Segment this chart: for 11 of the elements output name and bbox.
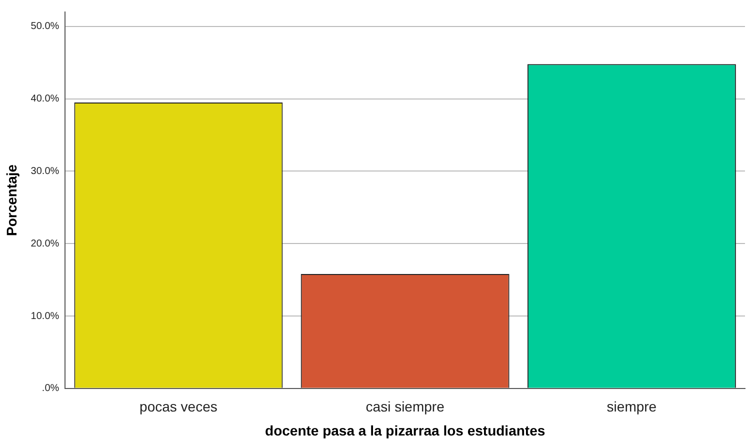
x-axis-title: docente pasa a la pizarraa los estudiantes <box>265 422 546 438</box>
y-tick-label: .0% <box>42 383 60 394</box>
y-tick-label: 20.0% <box>30 238 60 250</box>
y-axis-title: Porcentaje <box>3 164 20 236</box>
x-tick-label: siempre <box>606 398 657 415</box>
x-tick-label: casi siempre <box>366 398 445 415</box>
y-tick-label: 40.0% <box>30 94 60 105</box>
y-tick-label: 30.0% <box>30 166 60 177</box>
y-tick-label: 10.0% <box>30 310 60 322</box>
x-tick-label: pocas veces <box>140 398 218 415</box>
y-tick-label: 50.0% <box>30 21 60 32</box>
